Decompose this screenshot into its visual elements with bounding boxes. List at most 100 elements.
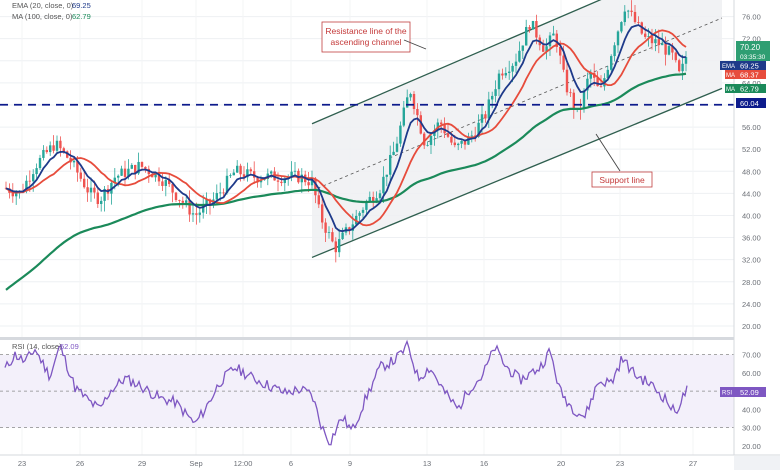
- candle-body: [508, 71, 511, 73]
- candle-body: [368, 196, 371, 202]
- candle-body: [375, 198, 378, 202]
- panel-separator[interactable]: [0, 337, 734, 340]
- candle-body: [678, 60, 681, 72]
- price-tick-label: 64.00: [742, 79, 761, 88]
- candle-body: [650, 36, 654, 44]
- candle-body: [661, 43, 664, 46]
- ma100-tag-value: 62.79: [740, 85, 759, 94]
- candle-body: [72, 160, 76, 163]
- candle-body: [521, 45, 524, 51]
- candle-body: [606, 69, 609, 79]
- candle-body: [117, 175, 120, 178]
- candle-body: [358, 212, 361, 216]
- candle-body: [569, 92, 572, 94]
- rsi-series: [4, 339, 688, 446]
- ma50-tag-label: MA: [726, 73, 735, 79]
- candle-body: [49, 145, 52, 153]
- candle-body: [89, 187, 93, 193]
- candle-body: [681, 63, 684, 72]
- candle-body: [280, 181, 283, 184]
- candle-body: [562, 55, 565, 70]
- candle-body: [178, 199, 181, 201]
- candle-body: [365, 201, 368, 210]
- candle-body: [671, 46, 674, 53]
- candle-body: [525, 27, 528, 46]
- time-tick-label: 16: [480, 459, 488, 468]
- candle-body: [372, 196, 375, 202]
- axis-corner[interactable]: [734, 456, 780, 470]
- candle-body: [582, 90, 586, 109]
- candle-body: [42, 150, 45, 158]
- candle-body: [174, 192, 178, 200]
- rsi-tag-value: 52.09: [740, 388, 759, 397]
- candle-body: [96, 192, 99, 204]
- time-axis[interactable]: [0, 455, 780, 470]
- candle-body: [623, 11, 626, 23]
- candle-body: [409, 93, 412, 98]
- candle-body: [511, 65, 514, 72]
- ma50-line: [5, 29, 687, 227]
- candle-body: [59, 140, 62, 149]
- ema-legend-value: 69.25: [72, 1, 91, 10]
- time-tick-label: 6: [289, 459, 293, 468]
- ma100-tag-label: MA: [726, 87, 735, 93]
- candle-body: [45, 150, 48, 153]
- candle-body: [276, 180, 280, 182]
- candle-body: [497, 73, 501, 90]
- candle-body: [310, 178, 314, 186]
- candle-body: [613, 45, 616, 57]
- candle-body: [494, 89, 497, 96]
- candle-body: [32, 174, 35, 182]
- candle-body: [477, 122, 480, 137]
- ema-tag: EMA 69.25: [720, 61, 766, 71]
- rsi-tick-label: 30.00: [742, 424, 761, 433]
- candle-body: [341, 232, 344, 240]
- candle-body: [572, 92, 575, 109]
- candle-body: [559, 47, 562, 56]
- moving-averages: [5, 24, 687, 291]
- price-tick-label: 32.00: [742, 256, 761, 265]
- rsi-tick-label: 70.00: [742, 351, 761, 360]
- candle-body: [283, 178, 286, 184]
- candle-body: [168, 180, 171, 185]
- candle-body: [351, 224, 354, 231]
- candle-body: [4, 187, 8, 189]
- candle-body: [229, 175, 232, 177]
- rsi-legend-value: 52.09: [60, 342, 79, 351]
- candle-body: [103, 188, 106, 201]
- candle-body: [79, 172, 82, 179]
- candle-body: [198, 212, 201, 215]
- time-tick-label: 9: [348, 459, 352, 468]
- candle-body: [55, 140, 59, 151]
- candle-body: [15, 193, 18, 197]
- candle-body: [491, 95, 494, 100]
- price-tick-label: 72.00: [742, 35, 761, 44]
- candle-body: [327, 232, 331, 233]
- price-tick-label: 40.00: [742, 211, 761, 220]
- price-tick-label: 20.00: [742, 322, 761, 331]
- candle-body: [242, 174, 246, 178]
- ma-legend-text: MA (100, close, 0): [12, 12, 73, 21]
- time-axis-ticks: 23 26 29 Sep 12:00 6 9 13 16 20 23 27: [18, 459, 697, 468]
- candle-body: [518, 50, 521, 62]
- candle-body: [134, 164, 137, 174]
- candle-body: [402, 107, 405, 126]
- candle-body: [185, 200, 188, 203]
- channel-fill: [312, 0, 722, 258]
- candle-body: [293, 170, 297, 172]
- resistance-label-2: ascending channel: [331, 37, 402, 47]
- candle-body: [314, 178, 317, 196]
- candle-body: [171, 184, 174, 193]
- resistance-pointer: [403, 39, 427, 50]
- candle-body: [426, 144, 429, 146]
- support-line: [311, 87, 723, 259]
- candle-body: [467, 136, 470, 145]
- candle-body: [348, 227, 351, 231]
- candle-body: [457, 143, 460, 146]
- candle-body: [28, 180, 31, 182]
- candle-body: [599, 86, 603, 87]
- candle-body: [654, 39, 657, 44]
- time-tick-label: 27: [689, 459, 697, 468]
- candle-body: [361, 209, 365, 213]
